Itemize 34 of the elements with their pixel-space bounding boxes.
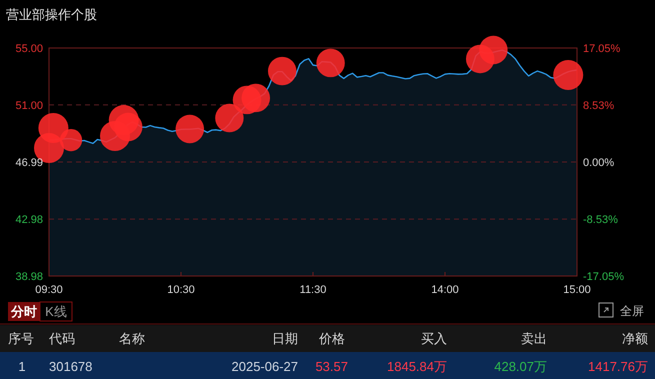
text: 53.57: [315, 359, 348, 374]
text: 全屏: [620, 304, 644, 318]
text: 买入: [421, 331, 447, 346]
x-tick-label: 09:30: [35, 284, 63, 296]
text: 301678: [49, 359, 92, 374]
x-tick-label: 14:00: [431, 284, 459, 296]
y2-tick-label: 17.05%: [583, 42, 621, 55]
text: 名称: [119, 331, 145, 346]
text: 428.07万: [494, 359, 547, 374]
text: 卖出: [521, 331, 547, 346]
text: K线: [45, 304, 67, 319]
x-tick-label: 15:00: [563, 284, 591, 296]
text: 价格: [318, 331, 345, 346]
y-tick-label: 51.00: [15, 100, 43, 112]
y2-tick-label: -8.53%: [583, 214, 618, 226]
text: 日期: [272, 331, 298, 346]
y2-tick-label: -17.05%: [583, 270, 624, 283]
text: 1417.76万: [588, 359, 648, 374]
text: 1845.84万: [387, 359, 447, 374]
y-tick-label: 38.98: [15, 270, 43, 283]
text: 分时: [10, 304, 37, 319]
y2-tick-label: 8.53%: [583, 100, 614, 112]
text: 1: [18, 359, 26, 374]
y-tick-label: 55.00: [15, 42, 43, 55]
x-tick-label: 10:30: [167, 284, 195, 296]
text: 2025-06-27: [232, 359, 298, 374]
chart-title: 营业部操作个股: [6, 7, 97, 22]
text: 序号: [8, 331, 34, 346]
y2-tick-label: 0.00%: [583, 156, 614, 169]
y-tick-label: 42.98: [15, 214, 43, 226]
x-tick-label: 11:30: [300, 284, 326, 296]
text: 代码: [48, 331, 75, 346]
text: 净额: [622, 331, 648, 346]
y-tick-label: 46.99: [15, 156, 43, 169]
